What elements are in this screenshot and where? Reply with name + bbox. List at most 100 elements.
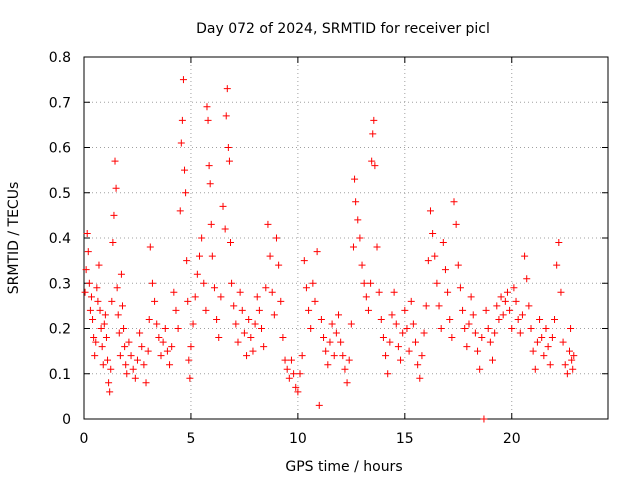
data-point <box>518 311 526 319</box>
data-point <box>105 379 113 387</box>
data-point <box>179 76 187 84</box>
data-point <box>202 306 210 314</box>
data-point <box>155 334 163 342</box>
data-point <box>94 297 102 305</box>
data-point <box>330 352 338 360</box>
y-tick-label: 0.3 <box>49 276 71 292</box>
data-point <box>435 302 443 310</box>
data-point <box>121 343 129 351</box>
data-point <box>279 334 287 342</box>
data-point <box>236 288 244 296</box>
data-point <box>491 329 499 337</box>
data-point <box>208 252 216 260</box>
data-point <box>245 315 253 323</box>
data-point <box>531 365 539 373</box>
data-point <box>87 293 95 301</box>
data-point <box>431 252 439 260</box>
data-point <box>146 243 154 251</box>
data-point <box>86 306 94 314</box>
data-point <box>177 139 185 147</box>
data-point <box>337 338 345 346</box>
data-point <box>441 266 449 274</box>
data-point <box>527 325 535 332</box>
data-point <box>217 293 225 301</box>
y-tick-label: 0.1 <box>49 367 71 383</box>
data-point <box>89 315 97 323</box>
data-point <box>446 315 454 323</box>
data-point <box>198 234 206 242</box>
data-point <box>222 112 230 120</box>
data-point <box>313 248 321 256</box>
data-point <box>561 361 569 369</box>
data-point <box>568 356 576 364</box>
data-point <box>563 370 571 378</box>
data-point <box>489 356 497 364</box>
data-point <box>106 388 114 396</box>
data-point <box>407 297 415 305</box>
data-point <box>300 257 308 265</box>
data-point <box>418 352 426 360</box>
data-point <box>397 356 405 364</box>
y-tick-label: 0.5 <box>49 186 71 202</box>
data-point <box>260 343 268 351</box>
data-point <box>84 248 92 256</box>
data-point <box>405 347 413 355</box>
data-point <box>205 162 213 170</box>
data-point <box>93 284 101 292</box>
x-tick-label: 15 <box>396 431 414 447</box>
data-point <box>148 279 156 287</box>
data-point <box>183 257 191 265</box>
data-point <box>465 320 473 328</box>
data-point <box>97 325 105 332</box>
data-point <box>508 325 516 332</box>
data-point <box>98 343 106 351</box>
data-point <box>501 297 509 305</box>
data-point <box>448 334 456 342</box>
data-point <box>266 252 274 260</box>
data-point <box>370 116 378 124</box>
data-point <box>275 261 283 269</box>
data-point <box>255 306 263 314</box>
data-point <box>392 320 400 328</box>
data-point <box>290 370 298 378</box>
data-point <box>567 325 575 332</box>
data-point <box>140 361 148 369</box>
data-point <box>493 302 501 310</box>
data-point <box>298 352 306 360</box>
grid-lines <box>84 57 608 419</box>
data-point <box>369 130 377 138</box>
data-point <box>529 347 537 355</box>
data-point <box>566 347 574 355</box>
data-point <box>230 302 238 310</box>
x-axis-label: GPS time / hours <box>285 459 402 475</box>
data-point <box>420 329 428 337</box>
data-point <box>553 261 561 269</box>
data-point <box>444 288 452 296</box>
data-point <box>302 284 310 292</box>
data-point <box>101 311 109 319</box>
data-point <box>551 315 559 323</box>
data-point <box>187 343 195 351</box>
data-point <box>351 175 359 183</box>
data-point <box>516 329 524 337</box>
data-point <box>557 288 565 296</box>
data-point <box>388 311 396 319</box>
data-point <box>484 325 492 332</box>
data-point <box>476 365 484 373</box>
data-marks <box>81 76 578 423</box>
data-point <box>360 279 368 287</box>
data-point <box>270 311 278 319</box>
data-point <box>223 85 231 93</box>
data-point <box>452 220 460 228</box>
chart-title: Day 072 of 2024, SRMTID for receiver pic… <box>196 21 490 37</box>
data-point <box>142 379 150 387</box>
data-point <box>379 334 387 342</box>
data-point <box>133 356 141 364</box>
data-point <box>195 252 203 260</box>
data-point <box>117 270 125 278</box>
data-point <box>268 288 276 296</box>
data-point <box>249 347 257 355</box>
data-point <box>178 116 186 124</box>
data-point <box>110 211 118 219</box>
